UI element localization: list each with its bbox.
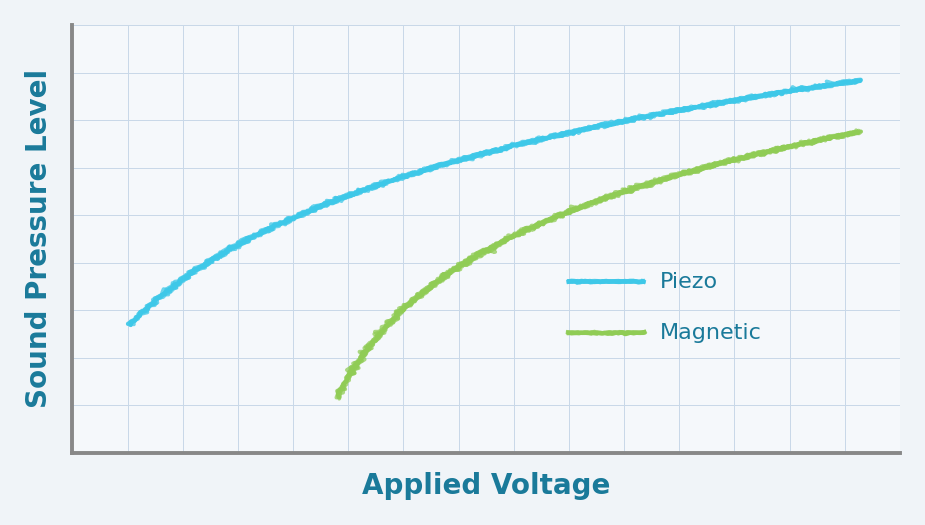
Text: Piezo: Piezo xyxy=(660,271,718,291)
Y-axis label: Sound Pressure Level: Sound Pressure Level xyxy=(25,69,53,408)
Text: Magnetic: Magnetic xyxy=(660,323,762,343)
X-axis label: Applied Voltage: Applied Voltage xyxy=(362,472,610,500)
